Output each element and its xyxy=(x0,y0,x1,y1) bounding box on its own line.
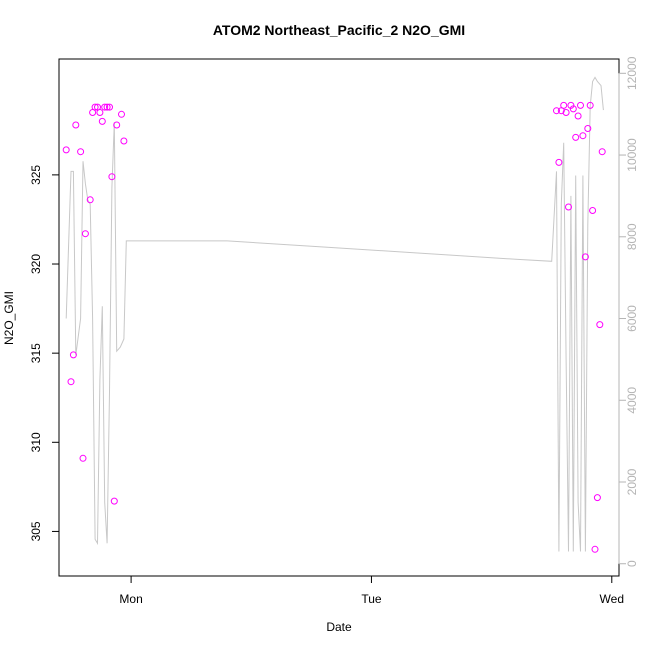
y2-tick-label: 4000 xyxy=(625,387,639,414)
y2-tick-label: 10000 xyxy=(625,138,639,172)
data-point xyxy=(106,103,113,111)
y-axis-label: N2O_GMI xyxy=(2,291,16,345)
data-point xyxy=(562,109,570,116)
data-point xyxy=(579,132,587,140)
data-point xyxy=(79,454,87,462)
data-point xyxy=(113,121,121,129)
data-point xyxy=(108,173,116,181)
x-tick-label: Tue xyxy=(361,592,382,606)
data-point xyxy=(577,101,584,109)
y-tick-label: 325 xyxy=(29,165,43,185)
data-point xyxy=(584,125,592,132)
y-tick-label: 320 xyxy=(29,254,43,274)
data-point xyxy=(572,133,580,141)
x-tick-label: Mon xyxy=(119,592,142,606)
y2-tick-label: 2000 xyxy=(625,468,639,495)
data-point xyxy=(77,148,85,156)
y-axis-right: 0 2000 4000 6000 8000 10000 12000 xyxy=(618,56,639,567)
data-point xyxy=(110,497,118,505)
y2-tick-label: 8000 xyxy=(625,223,639,250)
data-point xyxy=(86,196,94,204)
y2-tick-label: 6000 xyxy=(625,305,639,332)
data-point xyxy=(69,351,77,359)
data-point xyxy=(553,107,560,115)
data-point xyxy=(581,253,589,261)
data-point xyxy=(586,101,594,109)
data-point xyxy=(67,378,75,386)
x-tick-label: Wed xyxy=(600,592,624,606)
data-point xyxy=(98,117,106,125)
data-point xyxy=(567,101,575,109)
data-point xyxy=(118,110,125,118)
data-point xyxy=(101,103,109,111)
data-point xyxy=(591,545,599,553)
data-point xyxy=(574,112,582,120)
series-layer xyxy=(62,76,606,553)
data-point xyxy=(593,494,601,502)
altitude-line xyxy=(65,76,604,552)
y-tick-label: 315 xyxy=(29,343,43,363)
y2-tick-label: 0 xyxy=(625,560,639,567)
data-point xyxy=(555,158,563,166)
data-point xyxy=(96,109,104,116)
data-point xyxy=(569,105,577,113)
data-point xyxy=(62,146,70,154)
y-axis-left: 305 310 315 320 325 xyxy=(29,165,60,541)
data-point xyxy=(103,103,111,111)
data-point xyxy=(560,101,568,109)
data-point xyxy=(72,121,80,129)
data-point xyxy=(596,321,604,329)
data-point xyxy=(565,203,572,211)
data-point xyxy=(120,137,128,145)
y-tick-label: 305 xyxy=(29,521,43,541)
y-tick-label: 310 xyxy=(29,432,43,452)
data-point xyxy=(91,103,99,111)
x-axis: Mon Tue Wed xyxy=(119,576,624,606)
data-point xyxy=(81,230,89,238)
plot-box xyxy=(58,58,620,577)
data-point xyxy=(598,148,606,156)
chart-title: ATOM2 Northeast_Pacific_2 N2O_GMI xyxy=(213,22,465,38)
data-point xyxy=(589,207,597,214)
y2-tick-label: 12000 xyxy=(625,56,639,90)
x-axis-label: Date xyxy=(326,620,352,634)
